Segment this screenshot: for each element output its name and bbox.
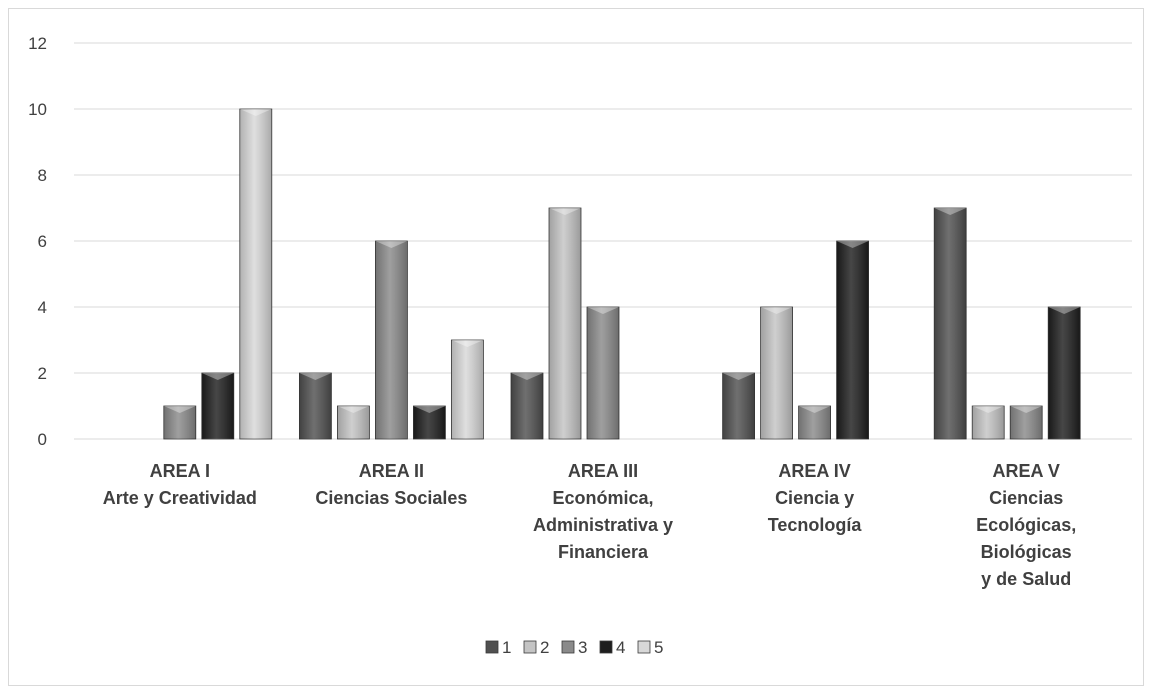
bar-shading [837, 241, 869, 439]
y-tick-label: 4 [38, 298, 47, 317]
category-label: AREA II Ciencias Sociales [315, 461, 467, 508]
bar-shading [549, 208, 581, 439]
bar-shading [723, 373, 755, 439]
bar-shading [934, 208, 966, 439]
bars [164, 109, 1080, 439]
legend-label: 2 [540, 638, 549, 657]
category-label-line: Ciencia y [775, 488, 854, 508]
category-label-line: Financiera [558, 542, 649, 562]
category-label-line: Ciencias [989, 488, 1063, 508]
bar-1-series-4 [202, 373, 234, 439]
bar-5-series-2 [972, 406, 1004, 439]
legend-label: 5 [654, 638, 663, 657]
legend-swatch [486, 641, 498, 653]
bar-shading [587, 307, 619, 439]
y-tick-label: 10 [28, 100, 47, 119]
category-label-line: AREA III [568, 461, 638, 481]
bar-2-series-5 [451, 340, 483, 439]
category-labels: AREA I Arte y Creatividad AREA II Ciencias … [103, 461, 1076, 589]
legend-swatch [562, 641, 574, 653]
legend-label: 4 [616, 638, 625, 657]
category-label-line: Arte y Creatividad [103, 488, 257, 508]
bar-shading [511, 373, 543, 439]
bar-chart: 024681012 AREA I Arte y CreatividadAREA I… [9, 9, 1145, 687]
category-label-line: AREA I [150, 461, 210, 481]
legend-item-3: 3 [562, 638, 587, 657]
bar-3-series-3 [587, 307, 619, 439]
category-label-line: Ecológicas, [976, 515, 1076, 535]
bar-4-series-3 [799, 406, 831, 439]
bar-5-series-1 [934, 208, 966, 439]
bar-shading [299, 373, 331, 439]
category-label: AREA V Ciencias Ecológicas, Biológicas y de … [976, 461, 1076, 589]
bar-3-series-1 [511, 373, 543, 439]
legend-item-4: 4 [600, 638, 625, 657]
bar-2-series-4 [413, 406, 445, 439]
y-tick-label: 8 [38, 166, 47, 185]
bar-4-series-1 [723, 373, 755, 439]
category-label-line: Biológicas [981, 542, 1072, 562]
category-label: AREA IV Ciencia y Tecnología [768, 461, 863, 535]
category-label-line: Ciencias Sociales [315, 488, 467, 508]
legend-item-2: 2 [524, 638, 549, 657]
legend-swatch [600, 641, 612, 653]
bar-2-series-3 [375, 241, 407, 439]
category-label-line: AREA V [993, 461, 1060, 481]
bar-5-series-4 [1048, 307, 1080, 439]
legend-label: 3 [578, 638, 587, 657]
category-label-line: Tecnología [768, 515, 863, 535]
category-label: AREA III Económica, Administrativa y Financ… [533, 461, 673, 562]
bar-3-series-2 [549, 208, 581, 439]
bar-5-series-3 [1010, 406, 1042, 439]
bar-4-series-4 [837, 241, 869, 439]
legend-label: 1 [502, 638, 511, 657]
bar-shading [761, 307, 793, 439]
bar-shading [375, 241, 407, 439]
category-label-line: y de Salud [981, 569, 1071, 589]
category-label-line: Económica, [552, 488, 653, 508]
y-tick-label: 0 [38, 430, 47, 449]
bar-4-series-2 [761, 307, 793, 439]
legend: 1 2 3 4 5 [486, 638, 663, 657]
category-label: AREA I Arte y Creatividad [103, 461, 257, 508]
bar-shading [451, 340, 483, 439]
bar-2-series-2 [337, 406, 369, 439]
y-tick-label: 2 [38, 364, 47, 383]
chart-frame: 0 2 4 6 8 10 12 AREA I Arte y Creatividad AREA I… [8, 8, 1144, 686]
y-axis-ticks: 0 2 4 6 8 10 12 [28, 34, 47, 449]
y-tick-label: 12 [28, 34, 47, 53]
bar-1-series-5 [240, 109, 272, 439]
legend-swatch [524, 641, 536, 653]
bar-2-series-1 [299, 373, 331, 439]
category-label-line: Administrativa y [533, 515, 673, 535]
bar-shading [1048, 307, 1080, 439]
bar-1-series-3 [164, 406, 196, 439]
bar-shading [202, 373, 234, 439]
bar-shading [240, 109, 272, 439]
legend-item-5: 5 [638, 638, 663, 657]
legend-swatch [638, 641, 650, 653]
y-tick-label: 6 [38, 232, 47, 251]
legend-item-1: 1 [486, 638, 511, 657]
category-label-line: AREA IV [778, 461, 850, 481]
category-label-line: AREA II [359, 461, 424, 481]
